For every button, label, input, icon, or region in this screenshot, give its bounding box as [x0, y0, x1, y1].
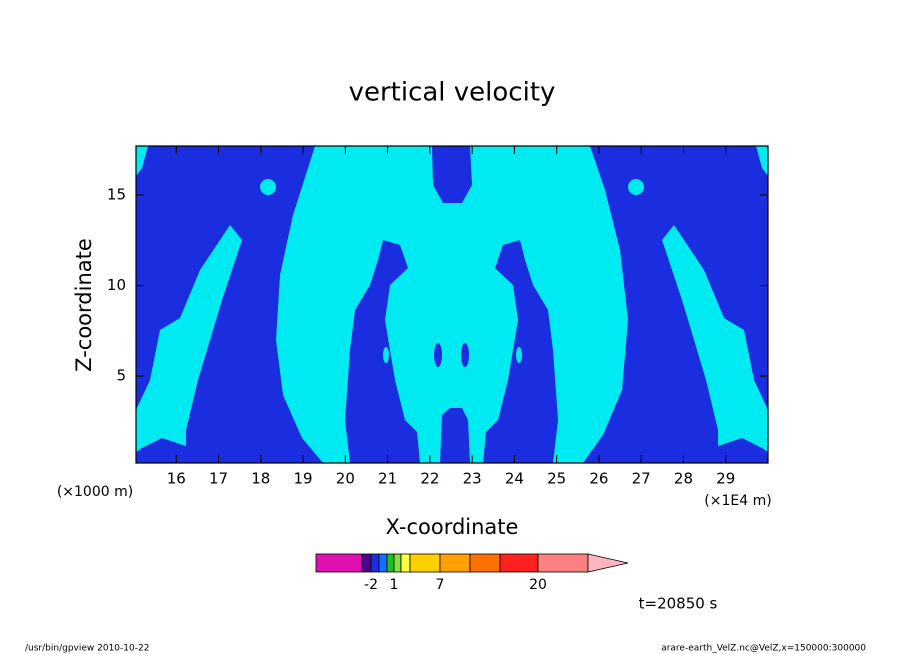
contour-region	[136, 225, 242, 452]
colorbar-segment	[537, 553, 589, 573]
contour-region	[434, 343, 442, 367]
x-tick-label: 27	[632, 470, 651, 488]
y-tick-label: 10	[107, 276, 126, 294]
x-tick-label: 23	[463, 470, 482, 488]
colorbar-extension	[587, 553, 629, 573]
x-axis-label: X-coordinate	[386, 515, 519, 539]
colorbar-label: -2	[364, 577, 378, 593]
time-label: t=20850 s	[639, 595, 718, 613]
contour-region	[662, 225, 768, 452]
contour-region	[383, 347, 389, 363]
colorbar-segment	[393, 553, 402, 573]
y-tick-label: 5	[116, 367, 126, 385]
colorbar-segment	[370, 553, 380, 573]
colorbar-segment	[499, 553, 539, 573]
contour-region	[756, 146, 768, 176]
contour-region	[461, 343, 469, 367]
footer: /usr/bin/gpview 2010-10-22	[25, 644, 149, 654]
y-axis-label: Z-coordinate	[72, 238, 96, 372]
x-tick-label: 26	[589, 470, 608, 488]
colorbar-segment	[469, 553, 501, 573]
x-tick-label: 21	[378, 470, 397, 488]
contour-region	[516, 347, 522, 363]
colorbar-segment	[439, 553, 471, 573]
colorbar-segment	[409, 553, 441, 573]
contour-region	[136, 146, 148, 176]
colorbar-label: 7	[436, 577, 445, 593]
contour-region	[628, 179, 644, 195]
chart-title: vertical velocity	[349, 78, 556, 108]
contour-region	[432, 146, 472, 203]
contour-region	[345, 240, 420, 463]
contour-region	[440, 408, 470, 463]
colorbar-segment	[378, 553, 388, 573]
x-tick-label: 16	[167, 470, 186, 488]
x-tick-label: 19	[294, 470, 313, 488]
colorbar-segment	[361, 553, 372, 573]
contour-region	[260, 179, 276, 195]
x-tick-label: 25	[547, 470, 566, 488]
colorbar-segment	[315, 553, 363, 573]
colorbar-segment	[386, 553, 395, 573]
x-unit-label: (×1E4 m)	[704, 493, 771, 509]
colorbar-segment	[400, 553, 411, 573]
colorbar-label: 20	[529, 577, 547, 593]
plot-frame	[135, 145, 769, 464]
x-tick-label: 18	[251, 470, 270, 488]
colorbar-label: 1	[390, 577, 399, 593]
footer: arare-earth_VelZ.nc@VelZ,x=150000:300000	[661, 644, 866, 654]
x-tick-label: 17	[209, 470, 228, 488]
x-tick-label: 28	[674, 470, 693, 488]
x-unit-label: (×1000 m)	[57, 484, 133, 500]
x-tick-label: 29	[716, 470, 735, 488]
x-tick-label: 24	[505, 470, 524, 488]
contour-field	[135, 145, 769, 464]
y-tick-label: 15	[107, 185, 126, 203]
x-tick-label: 22	[420, 470, 439, 488]
x-tick-label: 20	[336, 470, 355, 488]
